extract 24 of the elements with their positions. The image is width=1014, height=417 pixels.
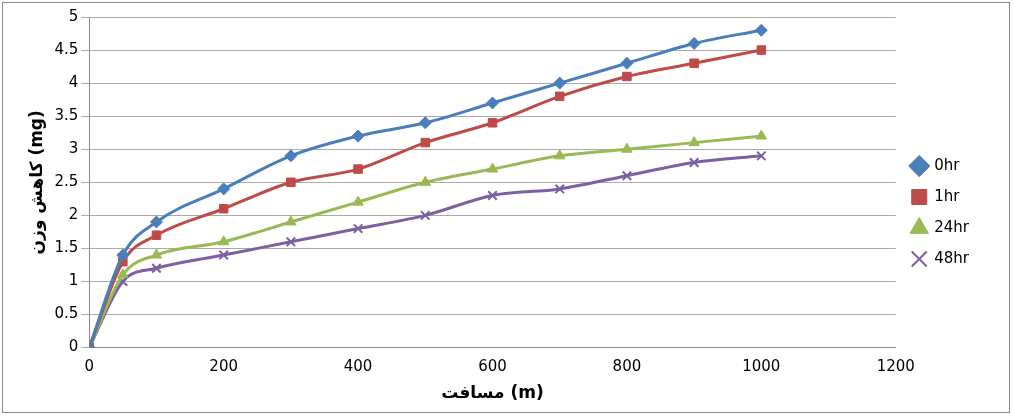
y-tick-label: 3.5 (54, 106, 79, 125)
x-tick-label: 400 (343, 357, 373, 376)
y-tick-label: 2.5 (54, 172, 79, 191)
y-tick-label: 4 (68, 73, 79, 92)
x-axis-title: مسافت (m) (441, 382, 544, 403)
y-tick-label: 1 (68, 271, 79, 290)
legend-label: 48hr (934, 248, 970, 267)
x-tick-label: 200 (209, 357, 238, 376)
y-tick-label: 4.5 (54, 39, 79, 58)
legend-label: 1hr (934, 186, 961, 205)
x-tick-label: 800 (612, 357, 642, 376)
legend-label: 0hr (934, 155, 961, 174)
y-tick-label: 0 (68, 337, 79, 356)
y-tick-label: 0.5 (54, 304, 79, 323)
y-tick-label: 3 (68, 139, 79, 158)
y-axis-title: کاهش وزن (mg) (25, 110, 47, 255)
x-tick-label: 1200 (876, 357, 915, 376)
x-tick-label: 1000 (742, 357, 781, 376)
y-tick-label: 2 (68, 205, 79, 224)
y-tick-label: 5 (68, 6, 79, 25)
x-tick-label: 600 (478, 357, 507, 376)
x-tick-label: 0 (84, 357, 95, 376)
legend-label: 24hr (934, 217, 970, 236)
y-tick-label: 1.5 (54, 238, 79, 257)
